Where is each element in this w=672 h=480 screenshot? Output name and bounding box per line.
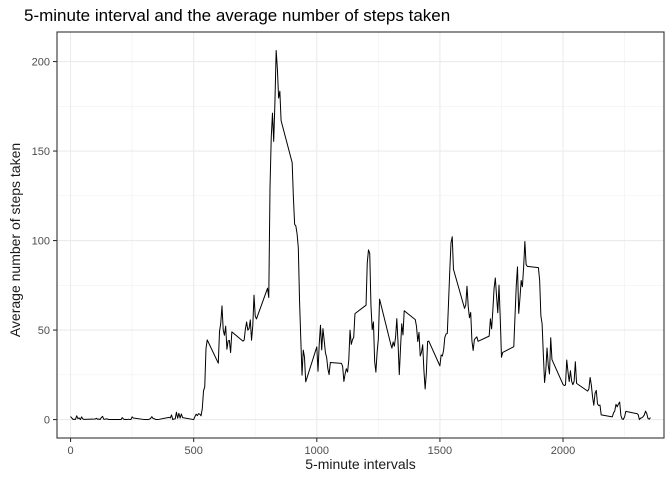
y-tick-label: 0 xyxy=(44,415,50,427)
plot-border xyxy=(56,31,665,439)
y-tick-label: 100 xyxy=(32,236,50,248)
x-tick-label: 2000 xyxy=(551,445,575,457)
x-tick-label: 500 xyxy=(184,445,202,457)
grid-major xyxy=(57,32,664,438)
x-tick-label: 1500 xyxy=(428,445,452,457)
x-tick-label: 0 xyxy=(67,445,73,457)
x-axis: 0 500 1000 1500 2000 xyxy=(67,438,575,457)
series-line-0 xyxy=(70,49,651,421)
chart-title: 5-minute interval and the average number… xyxy=(24,6,451,25)
plot-panel xyxy=(57,32,664,438)
y-tick-label: 150 xyxy=(32,146,50,158)
series-layer xyxy=(70,49,651,421)
y-tick-label: 50 xyxy=(38,325,50,337)
y-axis-label: Average number of steps taken xyxy=(7,142,23,338)
x-tick-label: 1000 xyxy=(305,445,329,457)
x-axis-label: 5-minute intervals xyxy=(305,456,416,472)
y-axis-label-wrap: Average number of steps taken xyxy=(5,60,25,420)
y-axis: 0 50 100 150 200 xyxy=(32,57,57,427)
y-tick-label: 200 xyxy=(32,57,50,69)
